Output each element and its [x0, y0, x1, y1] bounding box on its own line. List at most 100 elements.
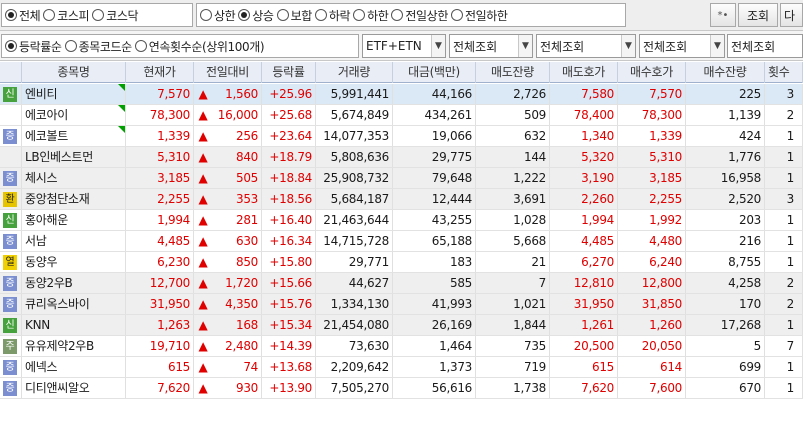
column-header-count[interactable]: 횟수 — [765, 62, 803, 83]
cell-bid-qty: 670 — [686, 378, 765, 398]
cell-ask-qty: 7 — [476, 273, 550, 293]
column-header-name[interactable]: 종목명 — [22, 62, 126, 83]
cell-ask-qty-value: 21 — [531, 255, 546, 269]
up-arrow-icon: ▲ — [198, 297, 208, 311]
table-row[interactable]: 증 에넥스 615 ▲ 74 +13.68 2,209,642 1,373 719 615 614 6… — [0, 357, 803, 378]
cell-badge — [0, 147, 22, 167]
radio-indicator — [134, 40, 147, 52]
cell-price: 7,570 — [126, 84, 194, 104]
radio-status-fall[interactable]: 하락 — [314, 7, 351, 24]
cell-stock-name[interactable]: 엔비티 — [22, 84, 126, 104]
column-header-ask[interactable]: 매도호가 — [550, 62, 618, 83]
search-button[interactable]: 조회 — [738, 3, 778, 27]
filter-combo-2[interactable]: 전체조회 ▼ — [536, 34, 636, 58]
radio-status-lower-limit[interactable]: 하한 — [353, 7, 389, 24]
cell-volume: 21,463,644 — [316, 210, 393, 230]
radio-status-rise[interactable]: 상승 — [238, 7, 274, 24]
filter-combo-4[interactable]: 전체조회 — [727, 34, 803, 58]
cell-stock-name[interactable]: 에코아이 — [22, 105, 126, 125]
cell-volume: 29,771 — [316, 252, 393, 272]
cell-stock-name[interactable]: 디티앤씨알오 — [22, 378, 126, 398]
table-row[interactable]: 열 동양우 6,230 ▲ 850 +15.80 29,771 183 21 6,270 6,240… — [0, 252, 803, 273]
cell-stock-name[interactable]: 유유제약2우B — [22, 336, 126, 356]
cell-amount: 26,169 — [393, 315, 476, 335]
column-header-change[interactable]: 전일대비 — [194, 62, 262, 83]
cell-volume-value: 73,630 — [348, 339, 390, 353]
table-row[interactable]: LB인베스트먼 5,310 ▲ 840 +18.79 5,808,636 29,775 144… — [0, 147, 803, 168]
table-row[interactable]: 에코아이 78,300 ▲ 16,000 +25.68 5,674,849 434,261 5… — [0, 105, 803, 126]
column-header-amount[interactable]: 대금(백만) — [393, 62, 476, 83]
cell-volume-value: 21,463,644 — [323, 213, 389, 227]
radio-status-flat[interactable]: 보합 — [276, 7, 312, 24]
column-header-rate[interactable]: 등락률 — [262, 62, 316, 83]
next-button[interactable]: 다 — [780, 3, 803, 27]
radio-market-all[interactable]: 전체 — [5, 7, 41, 24]
column-header-bid[interactable]: 매수호가 — [618, 62, 686, 83]
cell-bid-qty: 424 — [686, 126, 765, 146]
table-row[interactable]: 증 체시스 3,185 ▲ 505 +18.84 25,908,732 79,648 1,222… — [0, 168, 803, 189]
cell-bid-price-value: 31,850 — [641, 297, 683, 311]
radio-market-kosdaq[interactable]: 코스닥 — [92, 7, 139, 24]
table-row[interactable]: 신 홍아해운 1,994 ▲ 281 +16.40 21,463,644 43,255 1,02… — [0, 210, 803, 231]
cell-change: ▲ 2,480 — [194, 336, 262, 356]
cell-count: 1 — [765, 168, 803, 188]
column-header-price[interactable]: 현재가 — [126, 62, 194, 83]
cell-stock-name[interactable]: 중앙첨단소재 — [22, 189, 126, 209]
table-row[interactable]: 환 중앙첨단소재 2,255 ▲ 353 +18.56 5,684,187 12,444 3,6… — [0, 189, 803, 210]
table-row[interactable]: 증 서남 4,485 ▲ 630 +16.34 14,715,728 65,188 5,668 4… — [0, 231, 803, 252]
etf-etn-combo[interactable]: ETF+ETN ▼ — [362, 34, 446, 58]
cell-stock-name[interactable]: 체시스 — [22, 168, 126, 188]
filter-combo-1[interactable]: 전체조회 ▼ — [449, 34, 533, 58]
radio-market-kospi[interactable]: 코스피 — [43, 7, 90, 24]
cell-stock-name[interactable]: 동양우 — [22, 252, 126, 272]
table-row[interactable]: 주 유유제약2우B 19,710 ▲ 2,480 +14.39 73,630 1,464 735… — [0, 336, 803, 357]
cell-price: 78,300 — [126, 105, 194, 125]
cell-stock-name[interactable]: KNN — [22, 315, 126, 335]
radio-status-upper-limit[interactable]: 상한 — [200, 7, 236, 24]
cell-rate: +15.66 — [262, 273, 316, 293]
table-row[interactable]: 증 디티앤씨알오 7,620 ▲ 930 +13.90 7,505,270 56,616 1,7… — [0, 378, 803, 399]
radio-sort-code[interactable]: 종목코드순 — [64, 38, 132, 55]
cell-volume: 1,334,130 — [316, 294, 393, 314]
table-row[interactable]: 신 KNN 1,263 ▲ 168 +15.34 21,454,080 26,169 1,844… — [0, 315, 803, 336]
filter-combo-3[interactable]: 전체조회 ▼ — [639, 34, 725, 58]
cell-stock-name[interactable]: 큐리옥스바이 — [22, 294, 126, 314]
radio-sort-rate[interactable]: 등락률순 — [5, 38, 62, 55]
cell-volume: 2,209,642 — [316, 357, 393, 377]
column-header-ask-qty[interactable]: 매도잔량 — [476, 62, 550, 83]
cell-stock-name[interactable]: 에코볼트 — [22, 126, 126, 146]
column-header-volume[interactable]: 거래량 — [316, 62, 393, 83]
cell-stock-name[interactable]: 에넥스 — [22, 357, 126, 377]
cell-bid-price: 2,255 — [618, 189, 686, 209]
cell-bid-qty: 5 — [686, 336, 765, 356]
status-badge: 증 — [3, 276, 17, 291]
cell-rate: +18.79 — [262, 147, 316, 167]
settings-button[interactable]: *• — [710, 3, 736, 27]
table-row[interactable]: 증 동양2우B 12,700 ▲ 1,720 +15.66 44,627 585 7 12,810… — [0, 273, 803, 294]
table-row[interactable]: 증 큐리옥스바이 31,950 ▲ 4,350 +15.76 1,334,130 41,993… — [0, 294, 803, 315]
cell-count: 1 — [765, 231, 803, 251]
cell-stock-name[interactable]: 홍아해운 — [22, 210, 126, 230]
cell-bid-price-value: 1,339 — [649, 129, 682, 143]
cell-stock-name[interactable]: 동양2우B — [22, 273, 126, 293]
cell-ask-price-value: 12,810 — [573, 276, 615, 290]
radio-sort-consecutive[interactable]: 연속횟수순(상위100개) — [134, 38, 265, 55]
radio-status-prev-lower[interactable]: 전일하한 — [450, 7, 508, 24]
cell-stock-name[interactable]: LB인베스트먼 — [22, 147, 126, 167]
stock-name-text: KNN — [25, 318, 50, 332]
table-row[interactable]: 증 에코볼트 1,339 ▲ 256 +23.64 14,077,353 19,066 632 1… — [0, 126, 803, 147]
column-header-bid-qty[interactable]: 매수잔량 — [686, 62, 765, 83]
cell-price: 19,710 — [126, 336, 194, 356]
cell-amount: 65,188 — [393, 231, 476, 251]
stock-name-text: 체시스 — [25, 171, 58, 185]
cell-volume: 14,077,353 — [316, 126, 393, 146]
cell-bid-qty-value: 1,139 — [728, 108, 761, 122]
cell-stock-name[interactable]: 서남 — [22, 231, 126, 251]
table-row[interactable]: 신 엔비티 7,570 ▲ 1,560 +25.96 5,991,441 44,166 2,72… — [0, 84, 803, 105]
radio-indicator — [5, 9, 17, 21]
radio-status-prev-upper[interactable]: 전일상한 — [391, 7, 448, 24]
cell-change: ▲ 1,560 — [194, 84, 262, 104]
cell-ask-qty: 2,726 — [476, 84, 550, 104]
cell-ask-qty: 719 — [476, 357, 550, 377]
stock-name-text: 홍아해운 — [25, 213, 68, 227]
